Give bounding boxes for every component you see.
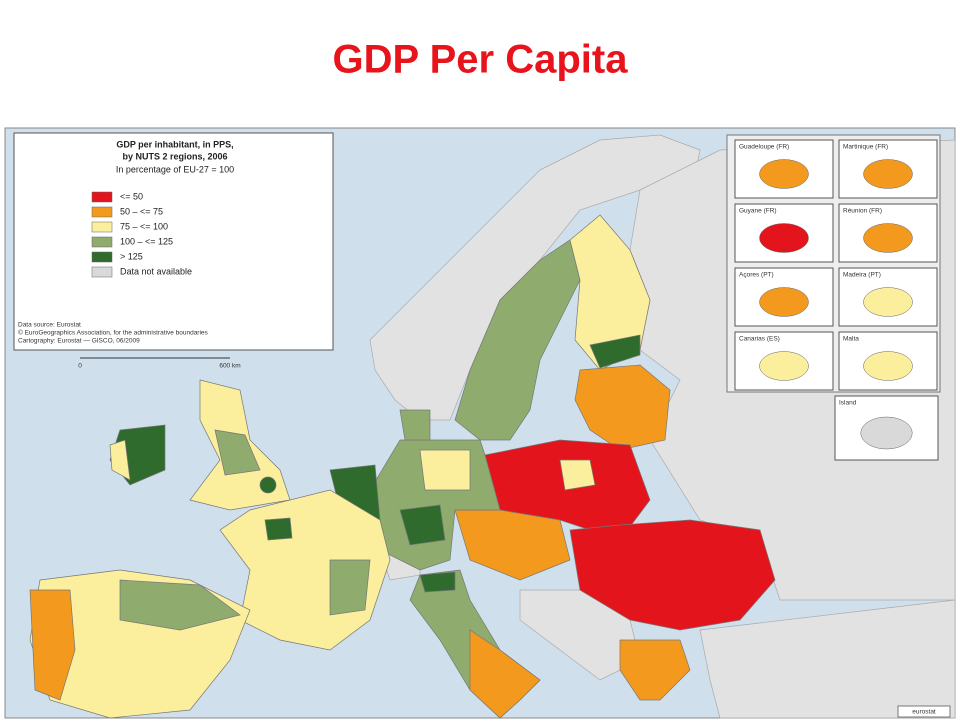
inset-label: Canarias (ES) xyxy=(739,336,780,343)
inset-label: Martinique (FR) xyxy=(843,144,888,151)
source: Cartography: Eurostat — GISCO, 06/2009 xyxy=(18,338,140,345)
legend-swatch xyxy=(91,206,113,218)
germany-east xyxy=(419,449,471,491)
insets: Guadeloupe (FR) Martinique (FR) Guyane (FR… xyxy=(726,134,941,461)
inset-shape xyxy=(860,416,913,450)
inset-label: Malta xyxy=(843,336,859,343)
legend-subtitle: In percentage of EU-27 = 100 xyxy=(116,164,234,174)
inset-label: Réunion (FR) xyxy=(843,208,882,215)
legend-label: Data not available xyxy=(120,266,192,276)
inset-label: Açores (PT) xyxy=(739,272,774,279)
source: Data source: Eurostat xyxy=(18,322,81,329)
ireland-west xyxy=(109,439,131,481)
inset-label: Madeira (PT) xyxy=(843,272,881,279)
italy-south xyxy=(469,629,541,719)
legend-swatch xyxy=(91,221,113,233)
uk-mid xyxy=(214,429,261,476)
credit-box xyxy=(897,705,951,718)
inset-label: Island xyxy=(839,400,857,407)
legend-swatch xyxy=(91,236,113,248)
credit: eurostat xyxy=(912,709,936,716)
legend-label: 75 – <= 100 xyxy=(120,221,168,231)
legend-label: <= 50 xyxy=(120,191,143,201)
paris xyxy=(264,517,293,541)
portugal xyxy=(29,589,76,701)
germany-south xyxy=(399,504,446,546)
legend-box xyxy=(13,132,334,351)
romania-bulgaria xyxy=(569,519,776,631)
italy-north xyxy=(419,571,456,593)
inset-shape xyxy=(863,287,913,317)
legend-heading: by NUTS 2 regions, 2006 xyxy=(122,151,227,161)
france-east xyxy=(329,559,371,616)
denmark xyxy=(399,409,431,441)
warsaw xyxy=(559,459,596,491)
scale-label: 0 xyxy=(78,363,82,370)
inset-shape xyxy=(759,223,809,253)
greece xyxy=(619,639,691,701)
legend-swatch xyxy=(91,251,113,263)
legend-swatch xyxy=(91,191,113,203)
inset-label: Guadeloupe (FR) xyxy=(739,144,789,151)
baltics xyxy=(574,364,671,451)
scale-bar: 0 600 km xyxy=(78,357,241,370)
inset-shape xyxy=(759,351,809,381)
slide-title: GDP Per Capita xyxy=(333,38,629,82)
legend-heading: GDP per inhabitant, in PPS, xyxy=(116,139,233,149)
scale-label: 600 km xyxy=(219,363,240,370)
legend-label: > 125 xyxy=(120,251,143,261)
helsinki xyxy=(589,334,641,369)
legend-label: 50 – <= 75 xyxy=(120,206,163,216)
inset-shape xyxy=(863,351,913,381)
source: © EuroGeographics Association, for the a… xyxy=(18,329,209,337)
london xyxy=(259,476,277,494)
inset-shape xyxy=(863,159,913,189)
legend: GDP per inhabitant, in PPS, by NUTS 2 re… xyxy=(13,132,334,351)
inset-label: Guyane (FR) xyxy=(739,208,777,215)
spain-north xyxy=(119,579,241,631)
inset-shape xyxy=(759,159,809,189)
legend-swatch xyxy=(91,266,113,278)
turkey xyxy=(699,599,956,719)
inset-shape xyxy=(863,223,913,253)
inset-shape xyxy=(759,287,809,317)
sweden xyxy=(454,239,581,441)
legend-label: 100 – <= 125 xyxy=(120,236,173,246)
